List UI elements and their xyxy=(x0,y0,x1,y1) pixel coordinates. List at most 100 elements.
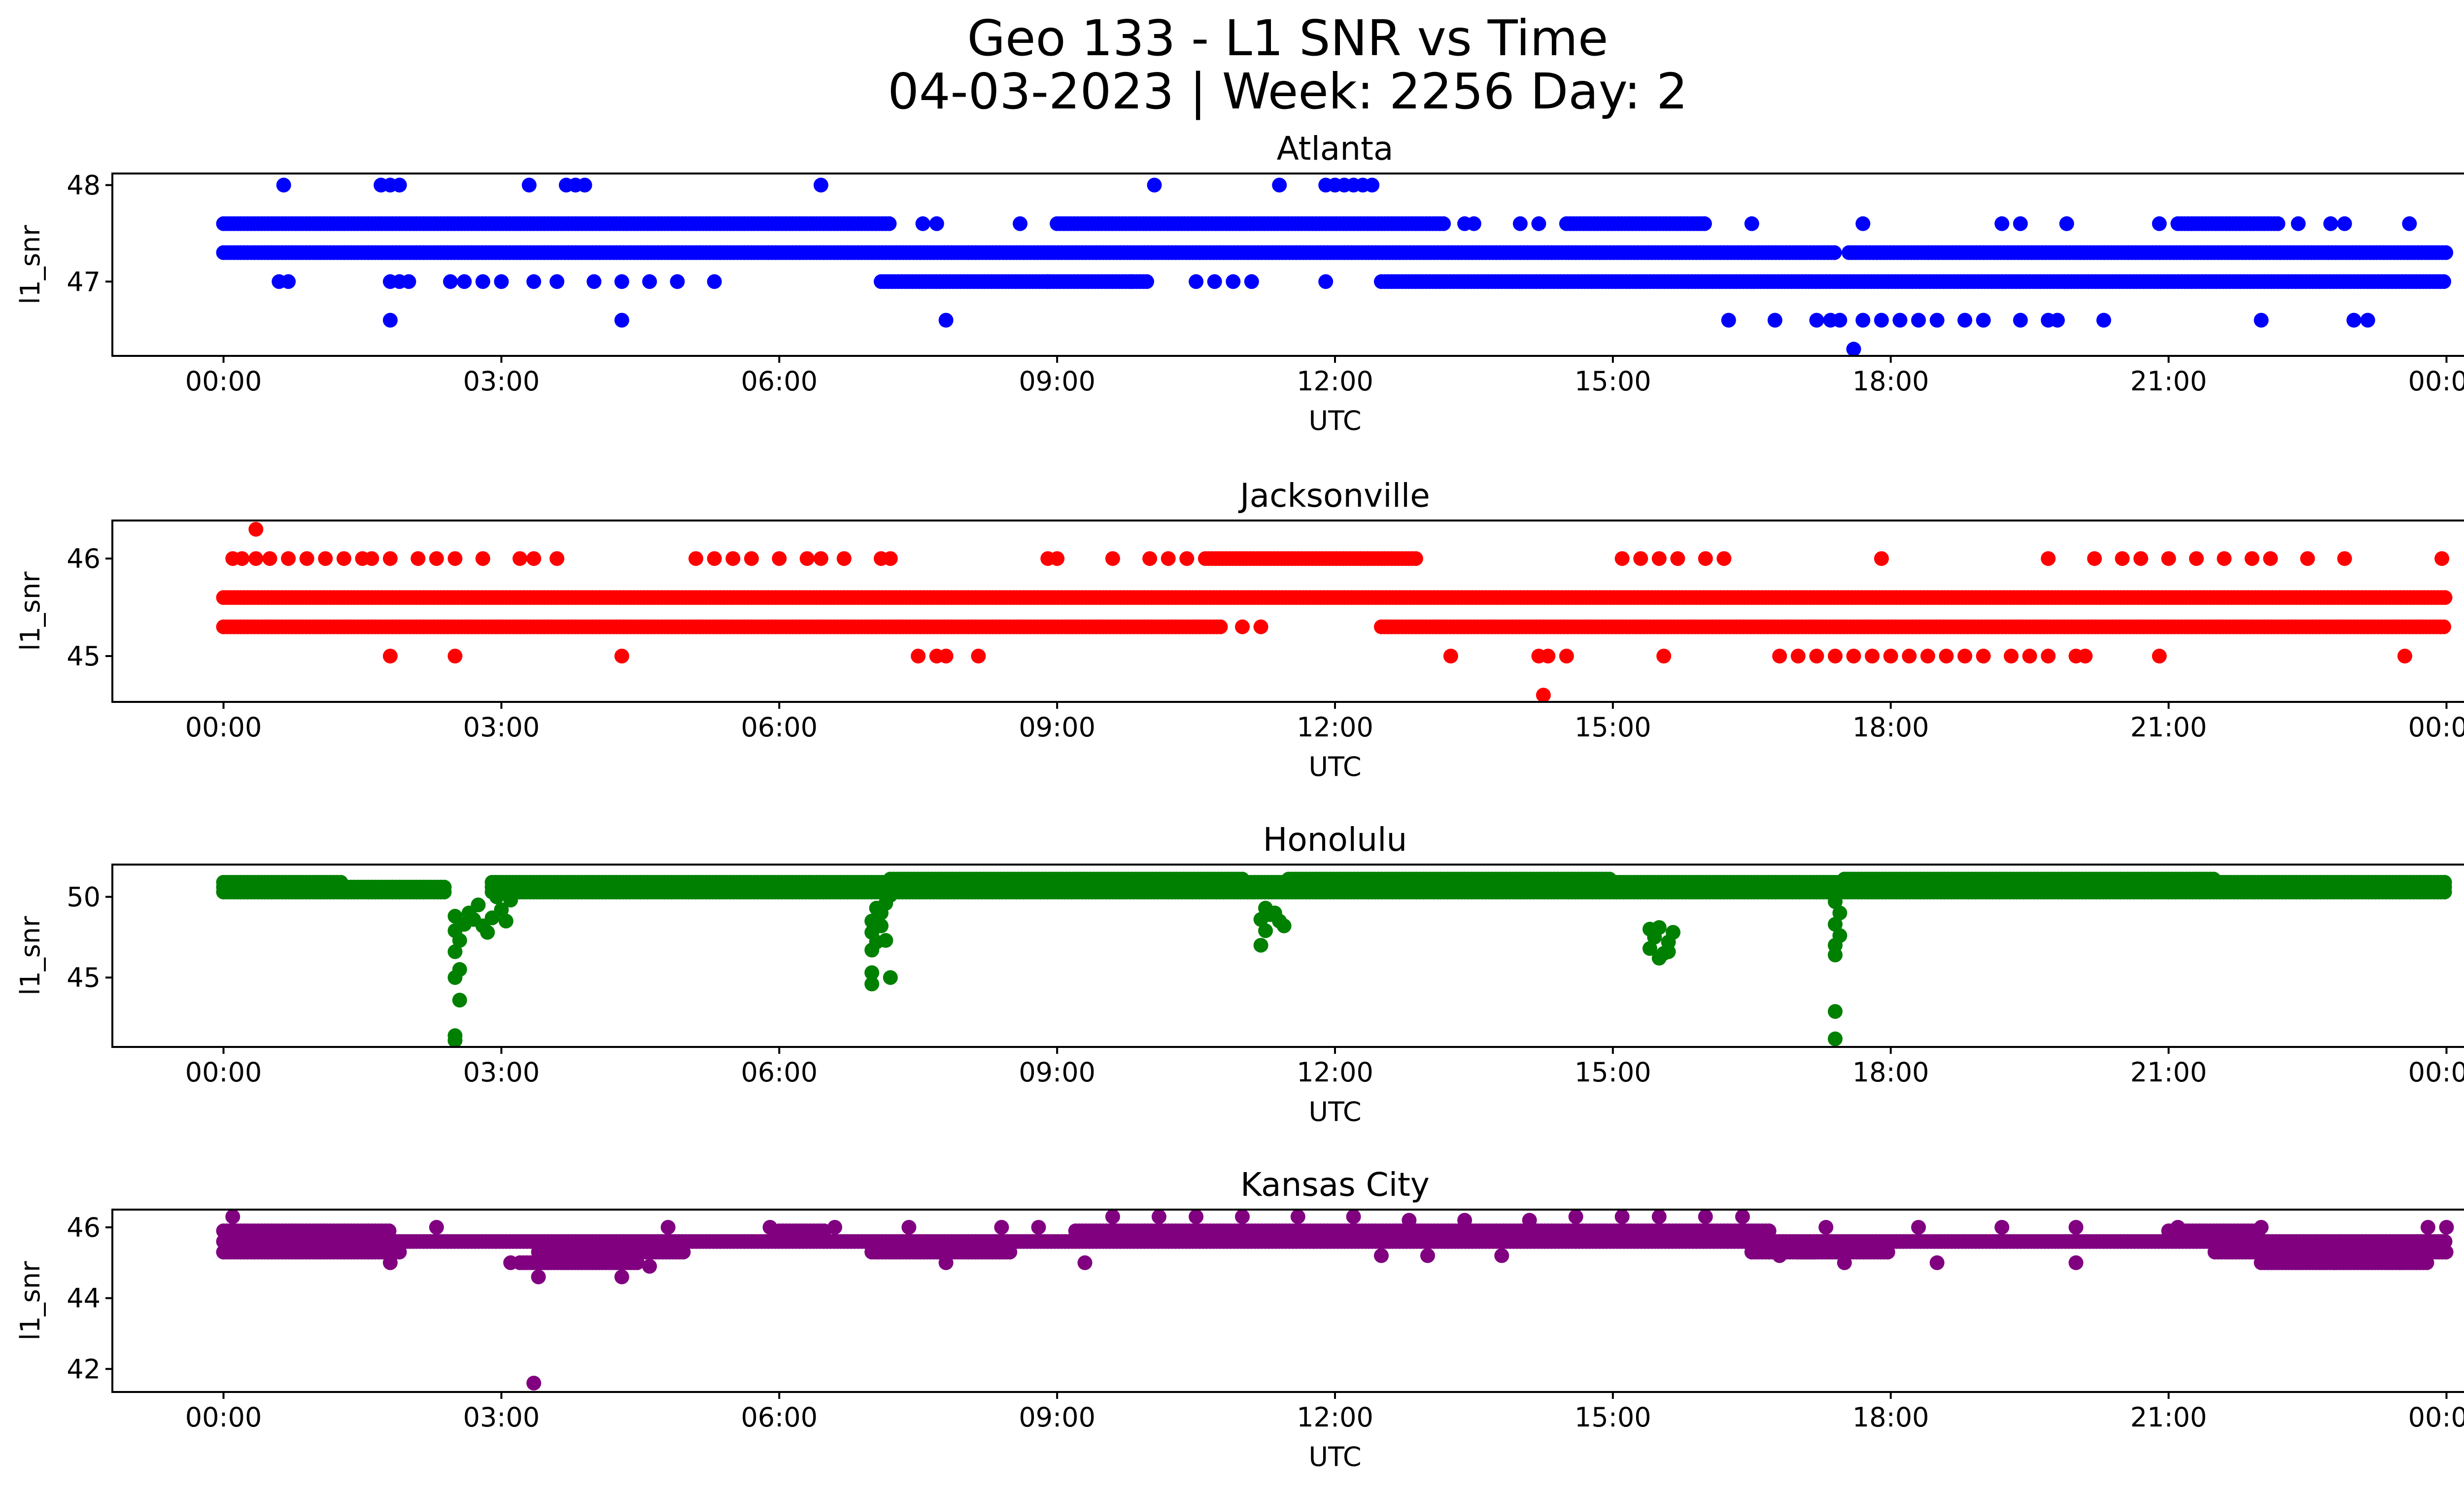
data-point xyxy=(1318,274,1334,289)
data-point xyxy=(1957,313,1973,328)
data-point xyxy=(382,313,398,328)
data-point xyxy=(2437,884,2452,900)
data-point xyxy=(318,551,333,566)
data-point xyxy=(2087,551,2102,566)
data-point xyxy=(1161,551,1176,566)
x-tick-label: 00:00 xyxy=(2408,366,2464,397)
data-point xyxy=(688,551,704,566)
data-point xyxy=(1207,274,1222,289)
data-point xyxy=(586,274,602,289)
data-point xyxy=(1559,649,1574,663)
data-point xyxy=(2300,551,2315,566)
data-point xyxy=(1466,216,1481,231)
data-point xyxy=(494,274,509,289)
data-point xyxy=(2337,216,2352,231)
data-point xyxy=(513,551,527,566)
data-point xyxy=(2254,313,2269,328)
data-point xyxy=(1244,274,1259,289)
data-point xyxy=(447,551,463,566)
data-point xyxy=(521,177,537,193)
x-tick-label: 12:00 xyxy=(1297,366,1373,397)
data-point xyxy=(1050,551,1065,566)
plot-area xyxy=(216,522,2453,702)
x-tick-label: 15:00 xyxy=(1574,366,1651,397)
data-point xyxy=(1865,649,1880,663)
data-point xyxy=(2041,649,2056,663)
figure-title-line-1: Geo 133 - L1 SNR vs Time xyxy=(967,9,1608,67)
data-point xyxy=(2337,551,2352,566)
data-point xyxy=(2078,649,2093,663)
data-point xyxy=(2189,551,2204,566)
y-axis-label: l1_snr xyxy=(15,571,46,651)
data-point xyxy=(276,177,291,193)
data-point xyxy=(2059,216,2074,231)
data-point xyxy=(2096,313,2111,328)
data-point xyxy=(475,274,490,289)
plot-area xyxy=(216,177,2454,356)
data-point xyxy=(1189,274,1204,289)
x-tick-label: 06:00 xyxy=(741,712,818,743)
panel-jacksonville: 00:00 03:00 06:00 09:00 12:00 15:00 18:00 21:00… xyxy=(15,477,2464,782)
data-point xyxy=(248,551,264,566)
data-point xyxy=(1929,313,1945,328)
x-axis-label: UTC xyxy=(1308,751,1361,782)
data-point xyxy=(1443,649,1458,663)
data-point xyxy=(1874,551,1889,566)
x-tick-label: 12:00 xyxy=(1297,712,1373,743)
data-point xyxy=(1213,619,1228,634)
data-point xyxy=(1698,551,1713,566)
data-point xyxy=(707,274,722,289)
data-point xyxy=(475,551,490,566)
x-tick-label: 18:00 xyxy=(1852,366,1929,397)
data-point xyxy=(2360,313,2375,328)
y-tick-label: 47 xyxy=(67,266,101,297)
data-point xyxy=(1892,313,1908,328)
data-point xyxy=(772,551,787,566)
data-point xyxy=(382,551,398,566)
data-point xyxy=(2438,245,2454,260)
data-point xyxy=(2041,551,2056,566)
data-point xyxy=(1105,551,1120,566)
data-point xyxy=(707,551,722,566)
data-point xyxy=(447,649,463,663)
data-point xyxy=(1124,274,1139,289)
data-point xyxy=(1911,313,1926,328)
data-point xyxy=(725,551,741,566)
data-point xyxy=(882,216,897,231)
data-point xyxy=(1147,177,1162,193)
plot-area xyxy=(216,871,2452,1047)
x-tick-label: 21:00 xyxy=(2130,712,2207,743)
data-point xyxy=(1540,649,1556,663)
data-point xyxy=(1827,245,1842,260)
data-point xyxy=(1234,871,1250,887)
data-point xyxy=(2152,216,2167,231)
data-point xyxy=(2244,551,2259,566)
data-point xyxy=(2436,274,2451,289)
data-point xyxy=(1179,551,1195,566)
data-point xyxy=(1531,216,1546,231)
data-point xyxy=(1832,313,1848,328)
data-point xyxy=(235,551,250,566)
data-point xyxy=(1697,216,1712,231)
y-tick-label: 48 xyxy=(67,170,101,201)
data-point xyxy=(1874,313,1889,328)
data-point xyxy=(938,649,954,663)
data-point xyxy=(411,551,426,566)
data-point xyxy=(2270,216,2286,231)
data-point xyxy=(2217,551,2232,566)
data-point xyxy=(1139,274,1154,289)
data-point xyxy=(971,649,986,663)
data-point xyxy=(614,274,629,289)
data-point xyxy=(336,551,351,566)
data-point xyxy=(1809,649,1824,663)
data-point xyxy=(2022,649,2037,663)
panel-honolulu: 00:00 03:00 06:00 09:00 12:00 15:00 18:00 21:00… xyxy=(15,821,2464,1127)
data-point xyxy=(1957,649,1973,663)
data-point xyxy=(938,313,954,328)
x-tick-label: 18:00 xyxy=(1852,712,1929,743)
data-point xyxy=(1365,177,1380,193)
data-point xyxy=(614,649,629,663)
data-point xyxy=(1142,551,1158,566)
data-point xyxy=(1846,342,1861,356)
